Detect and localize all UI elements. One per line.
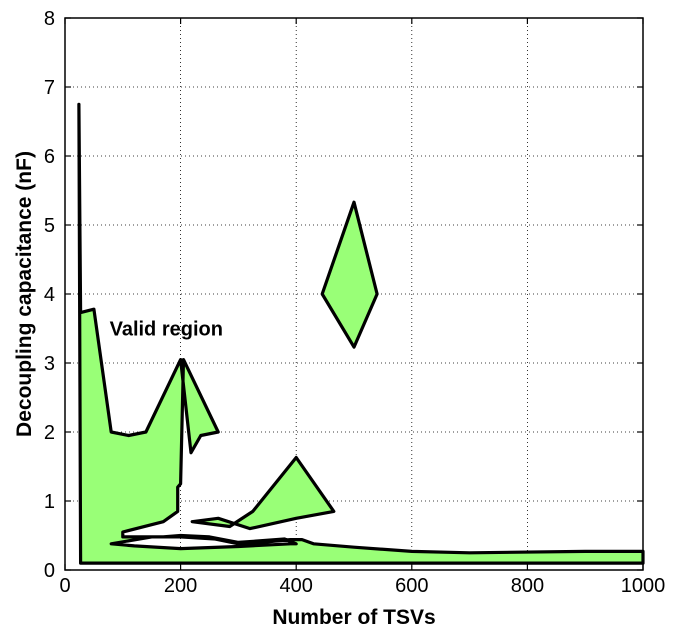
- valid-region-label: Valid region: [110, 319, 223, 341]
- x-axis-title: Number of TSVs: [272, 606, 435, 629]
- x-tick-label: 1000: [621, 575, 666, 597]
- y-tick-label: 5: [44, 215, 55, 237]
- y-tick-label: 7: [44, 77, 55, 99]
- y-tick-label: 3: [44, 353, 55, 375]
- region-main: [77, 102, 645, 565]
- y-tick-label: 8: [44, 8, 55, 30]
- region-layer: [77, 102, 645, 565]
- x-tick-label: 400: [280, 575, 313, 597]
- x-tick-label: 0: [59, 575, 70, 597]
- y-tick-label: 0: [44, 560, 55, 582]
- x-tick-label: 200: [164, 575, 197, 597]
- y-tick-label: 4: [44, 284, 55, 306]
- x-tick-label: 800: [511, 575, 544, 597]
- y-tick-label: 1: [44, 491, 55, 513]
- y-tick-label: 6: [44, 146, 55, 168]
- region-middle-strip: [190, 455, 336, 531]
- y-tick-label: 2: [44, 422, 55, 444]
- x-tick-label: 600: [395, 575, 428, 597]
- region-diamond: [320, 200, 379, 349]
- y-axis-title: Decoupling capacitance (nF): [13, 151, 36, 437]
- tick-layer: 0 200 400 600 800 1000 0 1 2 3 4 5 6 7 8: [44, 8, 665, 597]
